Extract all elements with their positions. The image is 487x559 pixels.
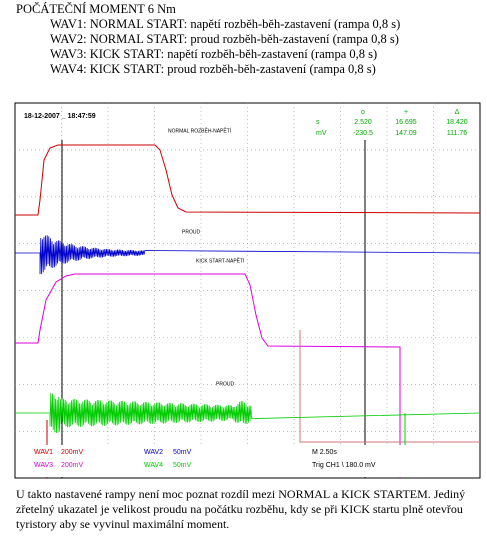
info-panel xyxy=(16,445,479,477)
footer-line: tyristory aby se vyvinul maximální momen… xyxy=(16,517,230,531)
trace-label: KICK START-NAPĚTÍ xyxy=(196,256,245,264)
header-line: WAV3: KICK START: napětí rozběh-běh-zast… xyxy=(50,47,378,61)
channel-name: WAV3 xyxy=(34,462,53,469)
cursor-time: 16.695 xyxy=(395,119,417,126)
footer-line: U takto nastavené rampy není moc poznat … xyxy=(16,487,466,501)
current-traces xyxy=(15,235,481,434)
header-line: WAV2: NORMAL START: proud rozběh-běh-zas… xyxy=(50,32,399,46)
marker xyxy=(299,330,480,443)
channel-scale: 50mV xyxy=(173,449,192,456)
header-line: WAV4: KICK START: proud rozběh-běh-zasta… xyxy=(50,62,376,76)
header-line: WAV1: NORMAL START: napětí rozběh-běh-za… xyxy=(50,17,401,31)
cursor-time: 18.420 xyxy=(446,119,468,126)
channel-name: WAV1 xyxy=(34,449,53,456)
wav3-trace xyxy=(15,273,401,478)
cursor-symbol: o xyxy=(361,109,365,116)
current-trace xyxy=(15,392,481,434)
title: POČÁTEČNÍ MOMENT 6 Nm xyxy=(16,2,176,16)
channel-scale: 200mV xyxy=(61,462,84,469)
unit: s xyxy=(316,119,320,126)
current-trace xyxy=(15,235,481,275)
trigger: Trig CH1 \ 180.0 mV xyxy=(312,462,376,469)
unit: mV xyxy=(316,130,327,137)
channel-scale: 200mV xyxy=(61,449,84,456)
trace-label: PROUD xyxy=(216,381,234,387)
cursor-level: -230.5 xyxy=(353,130,373,137)
channel-scale: 50mV xyxy=(173,462,192,469)
wav1-trace xyxy=(15,144,481,216)
channel-name: WAV2 xyxy=(144,449,163,456)
channel-name: WAV4 xyxy=(144,462,163,469)
timestamp: 18-12-2007 _ 18:47:59 xyxy=(24,113,96,120)
cursor-time: 2.520 xyxy=(354,119,372,126)
trace-label: NORMAL ROZBĚH-NAPĚTÍ xyxy=(168,126,232,134)
cursor-level: 111.76 xyxy=(447,130,467,137)
footer: U takto nastavené rampy není moc poznat … xyxy=(16,487,465,532)
cursor-symbol: Δ xyxy=(455,109,460,116)
cursor-level: 147.09 xyxy=(395,130,417,137)
cursor-symbol: + xyxy=(404,109,408,116)
timebase: M 2.50s xyxy=(312,449,337,456)
trace-label: PROUD xyxy=(182,229,200,235)
footer-line: zřetelný ukazatel je velikost proudu na … xyxy=(16,502,463,516)
